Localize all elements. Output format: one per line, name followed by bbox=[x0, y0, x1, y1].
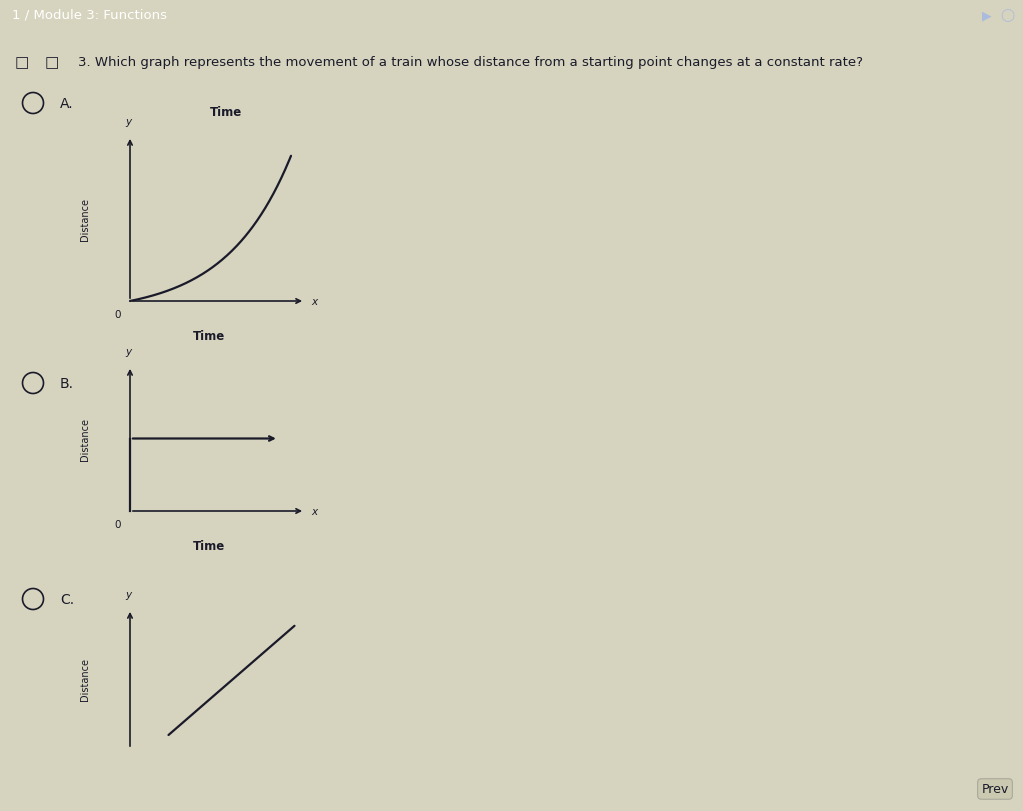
Text: y: y bbox=[125, 117, 131, 127]
Text: 0: 0 bbox=[115, 519, 122, 530]
Text: Distance: Distance bbox=[80, 198, 90, 241]
Text: y: y bbox=[125, 590, 131, 599]
Text: □: □ bbox=[45, 55, 59, 71]
Text: 0: 0 bbox=[115, 310, 122, 320]
Text: Time: Time bbox=[192, 539, 225, 552]
Text: A.: A. bbox=[60, 97, 74, 111]
Text: 1 / Module 3: Functions: 1 / Module 3: Functions bbox=[12, 9, 168, 22]
Text: Distance: Distance bbox=[80, 658, 90, 701]
Text: C.: C. bbox=[60, 592, 74, 607]
Text: y: y bbox=[125, 346, 131, 357]
Text: Time: Time bbox=[192, 329, 225, 342]
Text: B.: B. bbox=[60, 376, 74, 391]
Text: ▶: ▶ bbox=[982, 9, 992, 22]
Text: Distance: Distance bbox=[80, 418, 90, 461]
Text: ◯: ◯ bbox=[1000, 9, 1015, 22]
Text: Prev: Prev bbox=[981, 783, 1009, 796]
Text: Time: Time bbox=[210, 106, 242, 119]
Text: x: x bbox=[311, 506, 317, 517]
Text: □: □ bbox=[14, 55, 30, 71]
Text: 3. Which graph represents the movement of a train whose distance from a starting: 3. Which graph represents the movement o… bbox=[78, 56, 863, 69]
Text: x: x bbox=[311, 297, 317, 307]
